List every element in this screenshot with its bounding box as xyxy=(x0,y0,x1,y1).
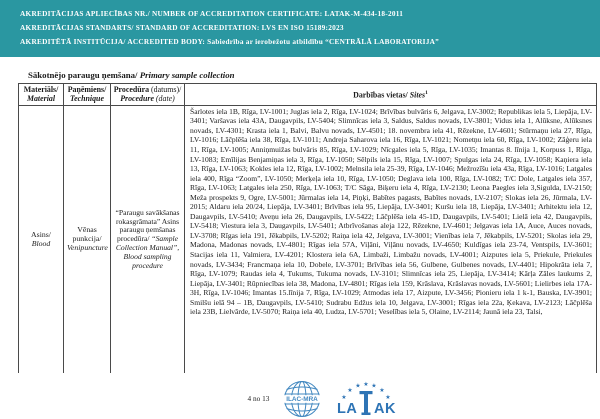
technique-en: Venipuncture xyxy=(67,242,108,252)
sites-cell: Šarlotes iela 1B, Rīga, LV-1001; Juglas … xyxy=(184,104,597,374)
latak-stylized-t xyxy=(359,390,373,415)
procedure-lv: “Paraugu savākšanas rokasgrāmata” Asins … xyxy=(115,207,180,244)
column-header-material: Materiāls/ Material xyxy=(18,83,64,106)
svg-text:★: ★ xyxy=(348,387,353,394)
svg-text:★: ★ xyxy=(342,394,347,401)
page-footer: 4 no 13 ILAC-MRA ★ ★ ★ ★ ★ ★ ★ LA xyxy=(0,378,600,419)
material-en: Blood xyxy=(31,238,51,248)
svg-text:★: ★ xyxy=(356,382,361,389)
table-header-row: Materiāls/ Material Paņēmiens/ Technique… xyxy=(18,83,597,106)
sample-collection-table: Materiāls/ Material Paņēmiens/ Technique… xyxy=(18,83,597,374)
accreditation-standard-line: AKREDITĀCIJAS STANDARTS/ STANDARD OF ACC… xyxy=(20,23,344,33)
latak-logo-icon: ★ ★ ★ ★ ★ ★ ★ LA AK xyxy=(337,381,396,417)
page-number: 4 no 13 xyxy=(247,394,270,403)
procedure-en: “Sample Collection Manual”, Blood sampli… xyxy=(115,234,180,270)
column-header-technique: Paņēmiens/ Technique xyxy=(63,83,111,106)
svg-text:★: ★ xyxy=(386,394,391,401)
column-header-procedure: Procedūra (datums)/ Procedure (date) xyxy=(110,83,185,106)
material-cell: Asins/ Blood xyxy=(18,104,64,374)
table-row: Asins/ Blood Vēnas punkcija/ Venipunctur… xyxy=(18,104,597,374)
latak-stars: ★ ★ ★ ★ ★ ★ ★ xyxy=(342,381,391,401)
sites-footnote-marker: 1 xyxy=(425,89,428,96)
svg-text:★: ★ xyxy=(380,387,385,394)
accreditation-number-line: AKREDITĀCIJAS APLIECĪBAS NR./ NUMBER OF … xyxy=(20,9,404,18)
page-title: Sākotnējo paraugu ņemšana/ Primary sampl… xyxy=(28,70,600,80)
accredited-body-line: AKREDITĒTĀ INSTITŪCIJA/ ACCREDITED BODY:… xyxy=(20,37,440,47)
technique-cell: Vēnas punkcija/ Venipuncture xyxy=(63,104,111,374)
svg-text:★: ★ xyxy=(372,382,377,389)
page-title-en: Primary sample collection xyxy=(139,70,235,80)
material-lv: Asins/ xyxy=(31,229,51,239)
procedure-cell: “Paraugu savākšanas rokasgrāmata” Asins … xyxy=(110,104,185,374)
ilac-mra-logo-text: ILAC-MRA xyxy=(287,396,319,403)
ilac-mra-logo-icon: ILAC-MRA xyxy=(283,380,322,417)
latak-logo-text-left: LA xyxy=(337,401,357,417)
header-band: AKREDITĀCIJAS APLIECĪBAS NR./ NUMBER OF … xyxy=(0,0,600,57)
page-title-lv: Sākotnējo paraugu ņemšana/ xyxy=(28,70,138,80)
svg-text:★: ★ xyxy=(364,381,369,388)
technique-lv: Vēnas punkcija/ xyxy=(72,225,102,244)
column-header-sites: Darbības vietas/ Sites1 xyxy=(184,83,597,106)
latak-logo-text-right: AK xyxy=(374,401,396,417)
